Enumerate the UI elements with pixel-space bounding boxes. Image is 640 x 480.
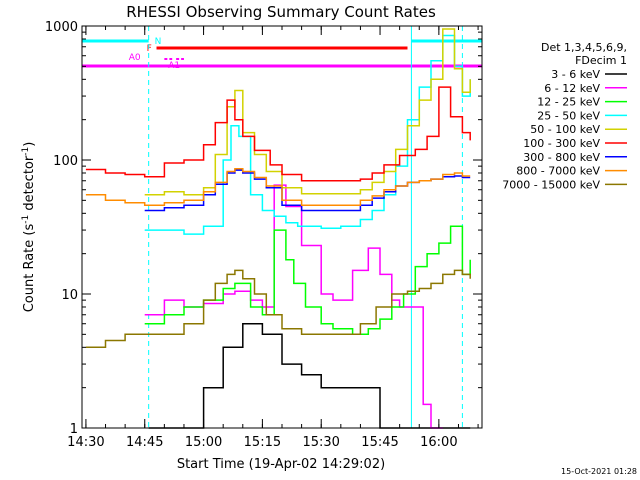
x-axis-label: Start Time (19-Apr-02 14:29:02)	[177, 457, 385, 472]
x-tick-label: 15:00	[185, 435, 222, 450]
legend-label: 12 - 25 keV	[537, 96, 600, 109]
series-line-8	[85, 269, 471, 349]
x-tick-label: 14:30	[67, 435, 104, 450]
series-line-3	[144, 34, 471, 235]
legend-label: 300 - 800 keV	[523, 151, 600, 164]
series-line-7	[85, 168, 471, 206]
flag-label-a0: A0	[129, 53, 141, 63]
legend-title-line-2: FDecim 1	[575, 54, 627, 67]
timestamp: 15-Oct-2021 01:28	[561, 467, 637, 476]
x-tick-label: 15:45	[361, 435, 398, 450]
flag-label-a1: A1	[168, 61, 180, 71]
series-line-5	[85, 86, 471, 182]
x-ticks-layer: 14:30 14:45 15:00 15:15 15:30 15:45 16:00	[67, 26, 479, 450]
y-axis-label: Count Rate (s-1 detector-1)	[21, 142, 37, 313]
series-line-2	[144, 225, 471, 336]
legend-label: 7000 - 15000 keV	[502, 178, 600, 191]
flags-layer: NF A0 A1	[82, 37, 482, 71]
plot-frame	[81, 25, 483, 429]
y-tick-label: 100	[53, 154, 78, 169]
series-layer	[85, 28, 471, 429]
legend-label: 6 - 12 keV	[544, 82, 600, 95]
series-line-1	[144, 184, 443, 429]
series-line-0	[148, 322, 471, 429]
x-tick-label: 14:45	[126, 435, 163, 450]
flag-label-n: N	[155, 37, 162, 47]
legend-label: 50 - 100 keV	[530, 123, 600, 136]
legend-label: 3 - 6 keV	[551, 68, 600, 81]
series-line-6	[144, 169, 471, 212]
legend-label: 800 - 7000 keV	[516, 165, 600, 178]
flag-label-f: F	[147, 44, 152, 54]
y-tick-label: 10	[61, 288, 78, 303]
legend-label: 100 - 300 keV	[523, 137, 600, 150]
x-tick-label: 16:00	[420, 435, 457, 450]
x-tick-label: 15:15	[244, 435, 281, 450]
chart-title: RHESSI Observing Summary Count Rates	[126, 3, 436, 21]
legend-label: 25 - 50 keV	[537, 109, 600, 122]
y-tick-label: 1000	[45, 20, 78, 35]
legend-title-line-1: Det 1,3,4,5,6,9,	[541, 41, 627, 54]
x-tick-label: 15:30	[302, 435, 339, 450]
y-ticks-layer: 1 10 100 1000	[45, 20, 482, 437]
series-line-4	[144, 28, 471, 196]
y-tick-label: 1	[70, 422, 78, 437]
